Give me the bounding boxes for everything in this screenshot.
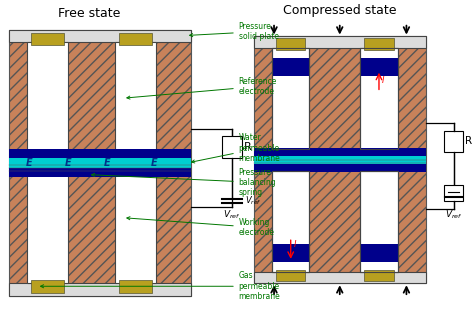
Bar [222, 137, 242, 158]
Bar [444, 130, 463, 152]
Text: $V_{ref}$: $V_{ref}$ [223, 209, 241, 221]
Text: R: R [465, 136, 473, 146]
Text: Compressed state: Compressed state [283, 4, 396, 17]
Text: Pressure
balancing
spring: Pressure balancing spring [91, 167, 276, 197]
Bar [255, 156, 426, 164]
Bar [9, 168, 191, 176]
Bar [360, 58, 398, 76]
Bar [255, 36, 426, 48]
Text: Free state: Free state [58, 7, 121, 20]
Bar [119, 33, 153, 45]
Bar [364, 270, 394, 281]
Bar [115, 42, 156, 283]
Bar [360, 48, 398, 149]
Bar [255, 148, 426, 156]
Bar [9, 30, 191, 42]
Text: E: E [26, 158, 32, 168]
Bar [272, 171, 310, 271]
Bar [31, 33, 64, 45]
Bar [360, 244, 398, 262]
Text: R: R [244, 142, 251, 152]
Text: E: E [151, 158, 158, 168]
Bar [272, 58, 310, 76]
Bar [360, 171, 398, 271]
Bar [272, 48, 310, 149]
Bar [9, 283, 191, 296]
Bar [9, 30, 191, 296]
Text: Pressure
solid plate: Pressure solid plate [190, 22, 279, 41]
Bar [444, 185, 463, 201]
Bar [9, 149, 191, 158]
Bar [31, 280, 64, 293]
Text: Water
permeable
membrane: Water permeable membrane [191, 133, 281, 163]
Bar [272, 58, 310, 139]
Bar [364, 39, 394, 50]
Bar [255, 164, 426, 172]
Bar [360, 48, 398, 149]
Bar [360, 58, 398, 139]
Bar [272, 48, 310, 149]
Text: $V_{ref}$: $V_{ref}$ [445, 209, 462, 221]
Bar [255, 271, 426, 283]
Text: Reference
electrode: Reference electrode [127, 77, 277, 99]
Bar [272, 171, 310, 262]
Bar [276, 270, 305, 281]
Bar [9, 158, 191, 168]
Text: Working
electrode: Working electrode [127, 217, 275, 237]
Text: E: E [65, 158, 72, 168]
Bar [360, 171, 398, 262]
Text: $V_{ref}$: $V_{ref}$ [245, 195, 261, 207]
Text: E: E [104, 158, 110, 168]
Bar [27, 42, 68, 283]
Text: I: I [294, 240, 296, 249]
Bar [276, 39, 305, 50]
Bar [255, 36, 426, 283]
Text: I: I [382, 76, 384, 85]
Bar [119, 280, 153, 293]
Bar [272, 171, 310, 271]
Text: Gas
permeable
membrane: Gas permeable membrane [41, 271, 281, 301]
Bar [272, 244, 310, 262]
Bar [360, 171, 398, 271]
